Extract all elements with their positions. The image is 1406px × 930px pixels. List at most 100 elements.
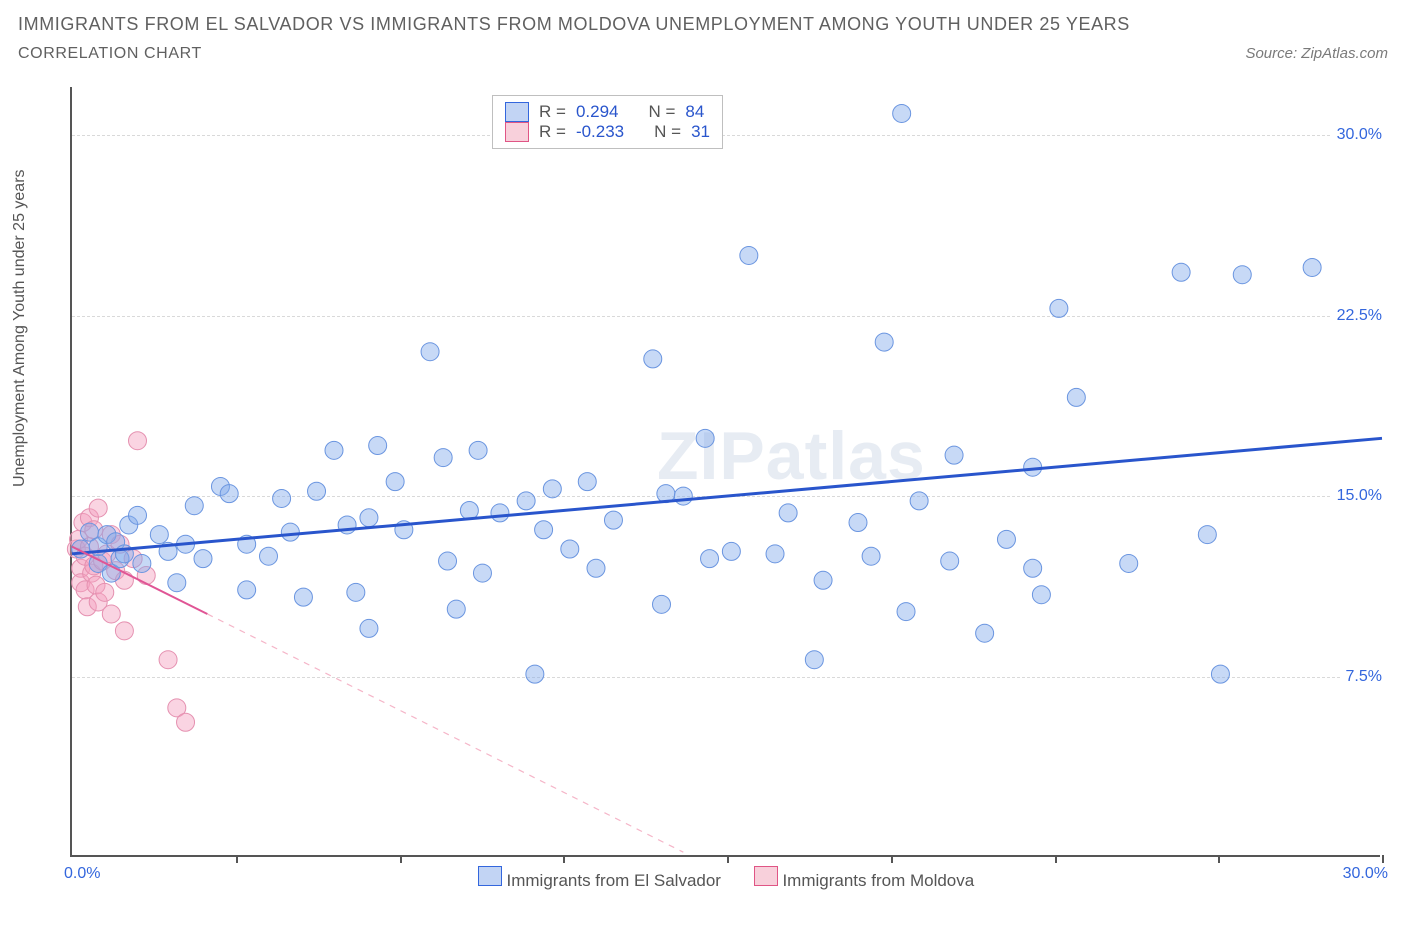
legend-stats-row-pink: R = -0.233 N = 31	[505, 122, 710, 142]
swatch-pink-icon	[505, 122, 529, 142]
plot-area: ZIPatlas 7.5%15.0%22.5%30.0% R = 0.294 N…	[70, 87, 1380, 857]
point-blue	[862, 547, 880, 565]
swatch-blue-icon	[478, 866, 502, 886]
point-blue	[644, 350, 662, 368]
legend-item-blue: Immigrants from El Salvador	[478, 871, 726, 890]
point-blue	[386, 473, 404, 491]
point-blue	[469, 441, 487, 459]
point-pink	[102, 605, 120, 623]
point-blue	[701, 550, 719, 568]
chart-source: Source: ZipAtlas.com	[1245, 45, 1388, 62]
point-blue	[447, 600, 465, 618]
point-blue	[129, 506, 147, 524]
point-blue	[194, 550, 212, 568]
point-blue	[805, 651, 823, 669]
point-blue	[238, 581, 256, 599]
point-blue	[347, 583, 365, 601]
legend-label-pink: Immigrants from Moldova	[782, 871, 974, 890]
point-blue	[1032, 586, 1050, 604]
point-blue	[1120, 554, 1138, 572]
swatch-pink-icon	[754, 866, 778, 886]
x-tick	[1218, 855, 1220, 863]
point-blue	[473, 564, 491, 582]
point-blue	[1198, 526, 1216, 544]
point-blue	[1303, 258, 1321, 276]
n-value-pink: 31	[691, 122, 710, 142]
point-blue	[260, 547, 278, 565]
n-label: N =	[648, 102, 675, 122]
chart-header: IMMIGRANTS FROM EL SALVADOR VS IMMIGRANT…	[0, 0, 1406, 67]
point-blue	[653, 595, 671, 613]
chart-subtitle: CORRELATION CHART	[18, 45, 202, 63]
point-blue	[849, 514, 867, 532]
point-blue	[439, 552, 457, 570]
point-blue	[587, 559, 605, 577]
point-blue	[910, 492, 928, 510]
x-tick	[400, 855, 402, 863]
point-blue	[766, 545, 784, 563]
point-blue	[294, 588, 312, 606]
point-blue	[722, 542, 740, 560]
point-blue	[696, 429, 714, 447]
point-blue	[1211, 665, 1229, 683]
subtitle-row: CORRELATION CHART Source: ZipAtlas.com	[18, 45, 1388, 63]
n-value-blue: 84	[685, 102, 704, 122]
point-blue	[491, 504, 509, 522]
r-value-pink: -0.233	[576, 122, 624, 142]
r-label: R =	[539, 122, 566, 142]
point-blue	[941, 552, 959, 570]
point-blue	[1172, 263, 1190, 281]
point-blue	[133, 554, 151, 572]
point-pink	[159, 651, 177, 669]
point-blue	[369, 437, 387, 455]
x-tick	[236, 855, 238, 863]
point-blue	[814, 571, 832, 589]
point-blue	[360, 619, 378, 637]
swatch-blue-icon	[505, 102, 529, 122]
point-pink	[177, 713, 195, 731]
point-blue	[72, 540, 90, 558]
point-blue	[360, 509, 378, 527]
point-blue	[526, 665, 544, 683]
x-tick	[563, 855, 565, 863]
point-blue	[421, 343, 439, 361]
point-blue	[543, 480, 561, 498]
legend-item-pink: Immigrants from Moldova	[754, 871, 975, 890]
x-tick	[1055, 855, 1057, 863]
point-blue	[578, 473, 596, 491]
scatter-svg	[72, 87, 1380, 855]
point-blue	[1067, 388, 1085, 406]
point-blue	[1050, 299, 1068, 317]
legend-stats-box: R = 0.294 N = 84 R = -0.233 N = 31	[492, 95, 723, 149]
trend-line	[207, 614, 683, 852]
point-blue	[1024, 559, 1042, 577]
point-pink	[115, 622, 133, 640]
point-blue	[997, 530, 1015, 548]
point-blue	[535, 521, 553, 539]
r-label: R =	[539, 102, 566, 122]
point-blue	[875, 333, 893, 351]
point-blue	[220, 485, 238, 503]
trend-line	[72, 438, 1382, 554]
point-blue	[897, 603, 915, 621]
point-blue	[281, 523, 299, 541]
chart-title: IMMIGRANTS FROM EL SALVADOR VS IMMIGRANT…	[18, 14, 1388, 35]
point-blue	[779, 504, 797, 522]
x-tick	[891, 855, 893, 863]
y-axis-label: Unemployment Among Youth under 25 years	[11, 169, 29, 487]
point-blue	[945, 446, 963, 464]
point-blue	[1233, 266, 1251, 284]
point-blue	[674, 487, 692, 505]
point-blue	[325, 441, 343, 459]
legend-label-blue: Immigrants from El Salvador	[507, 871, 721, 890]
point-blue	[976, 624, 994, 642]
point-blue	[561, 540, 579, 558]
chart-container: Unemployment Among Youth under 25 years …	[0, 67, 1406, 917]
point-blue	[434, 449, 452, 467]
point-pink	[96, 583, 114, 601]
point-pink	[129, 432, 147, 450]
point-blue	[604, 511, 622, 529]
x-tick	[727, 855, 729, 863]
point-blue	[273, 489, 291, 507]
series-legend: Immigrants from El Salvador Immigrants f…	[72, 866, 1380, 891]
